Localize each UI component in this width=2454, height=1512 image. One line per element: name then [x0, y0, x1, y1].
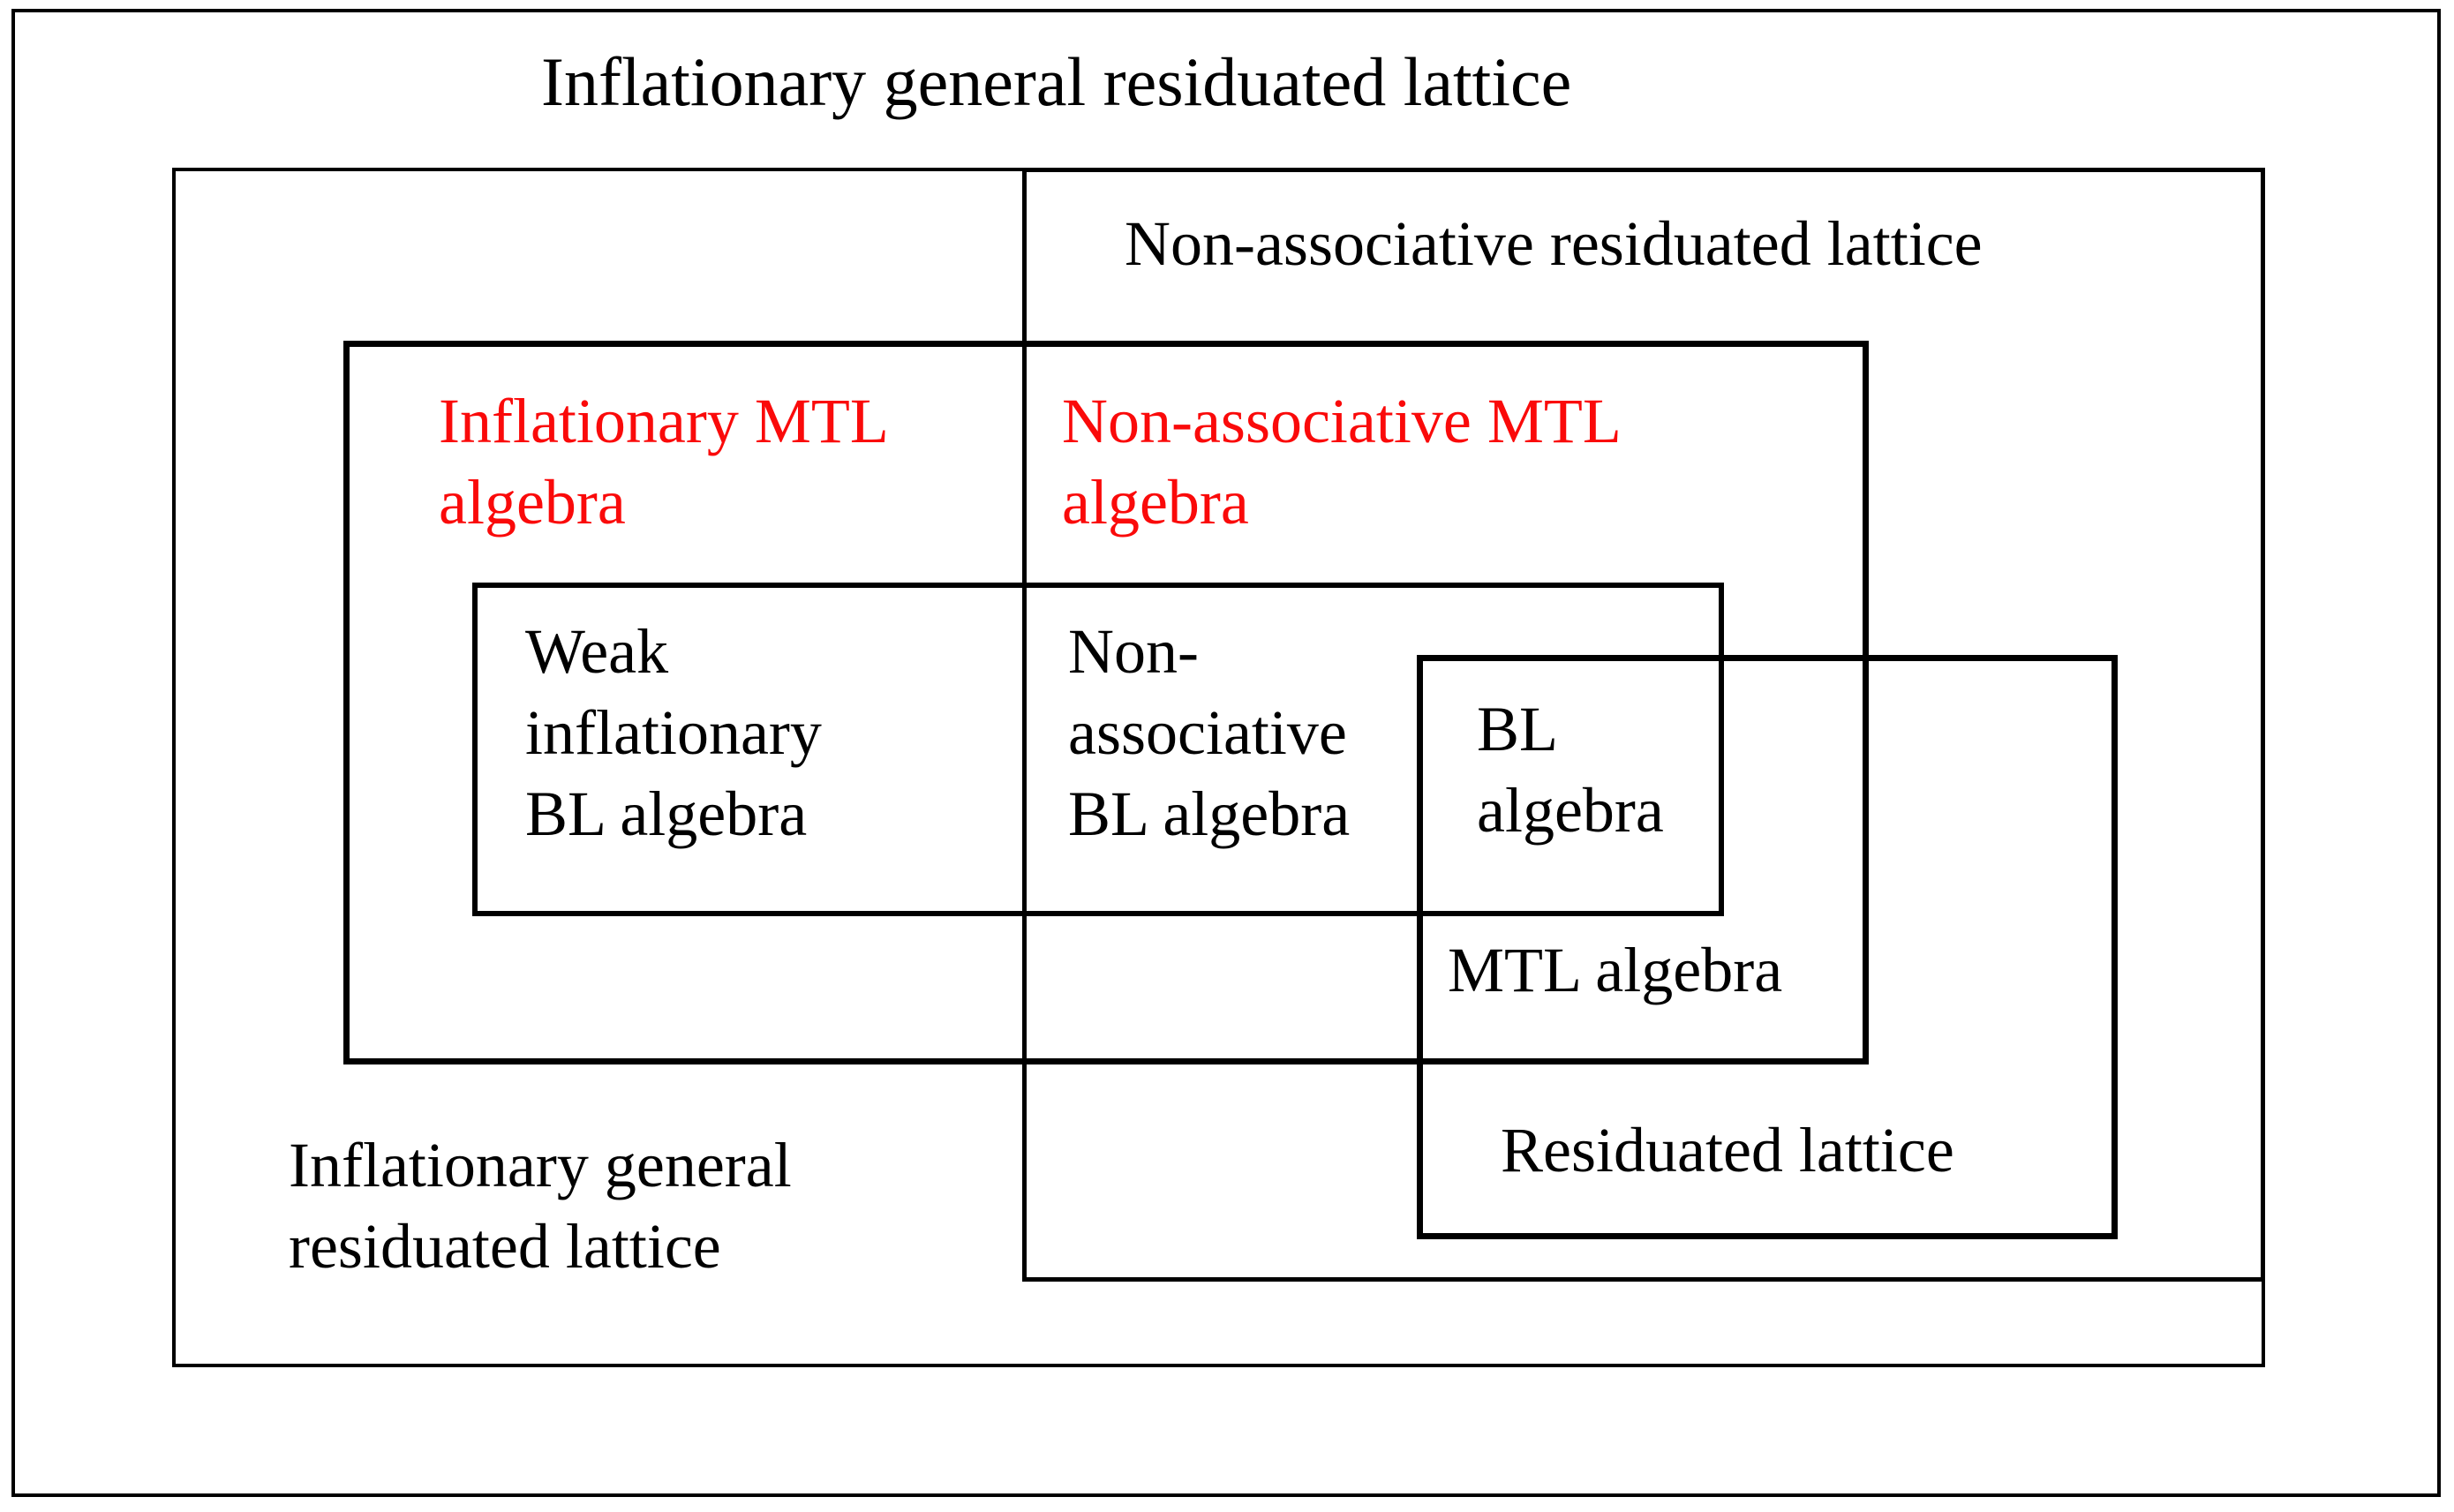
inflationary-mtl-algebra-label: Inflationary MTL algebra — [439, 386, 889, 538]
outer-frame-box — [11, 9, 2441, 1497]
mtl-algebra-label: MTL algebra — [1448, 935, 1783, 1005]
inflationary-general-residuated-lattice-label: Inflationary general residuated lattice — [289, 1130, 792, 1282]
residuated-lattice-label: Residuated lattice — [1501, 1115, 1954, 1185]
non-associative-residuated-lattice-box — [1022, 168, 2265, 1282]
diagram-title: Inflationary general residuated lattice — [541, 43, 1572, 120]
weak-inflationary-bl-algebra-label: Weak inflationary BL algebra — [525, 616, 822, 849]
residuated-lattice-box — [1417, 655, 2118, 1239]
mtl-algebra-region-box — [343, 341, 1869, 1064]
bl-algebra-region-box — [472, 583, 1724, 916]
bl-algebra-label: BL algebra — [1477, 694, 1664, 846]
non-associative-residuated-lattice-label: Non-associative residuated lattice — [1125, 208, 1983, 279]
non-associative-bl-algebra-label: Non- associative BL algebra — [1068, 616, 1351, 849]
non-associative-mtl-algebra-label: Non-associative MTL algebra — [1062, 386, 1622, 538]
